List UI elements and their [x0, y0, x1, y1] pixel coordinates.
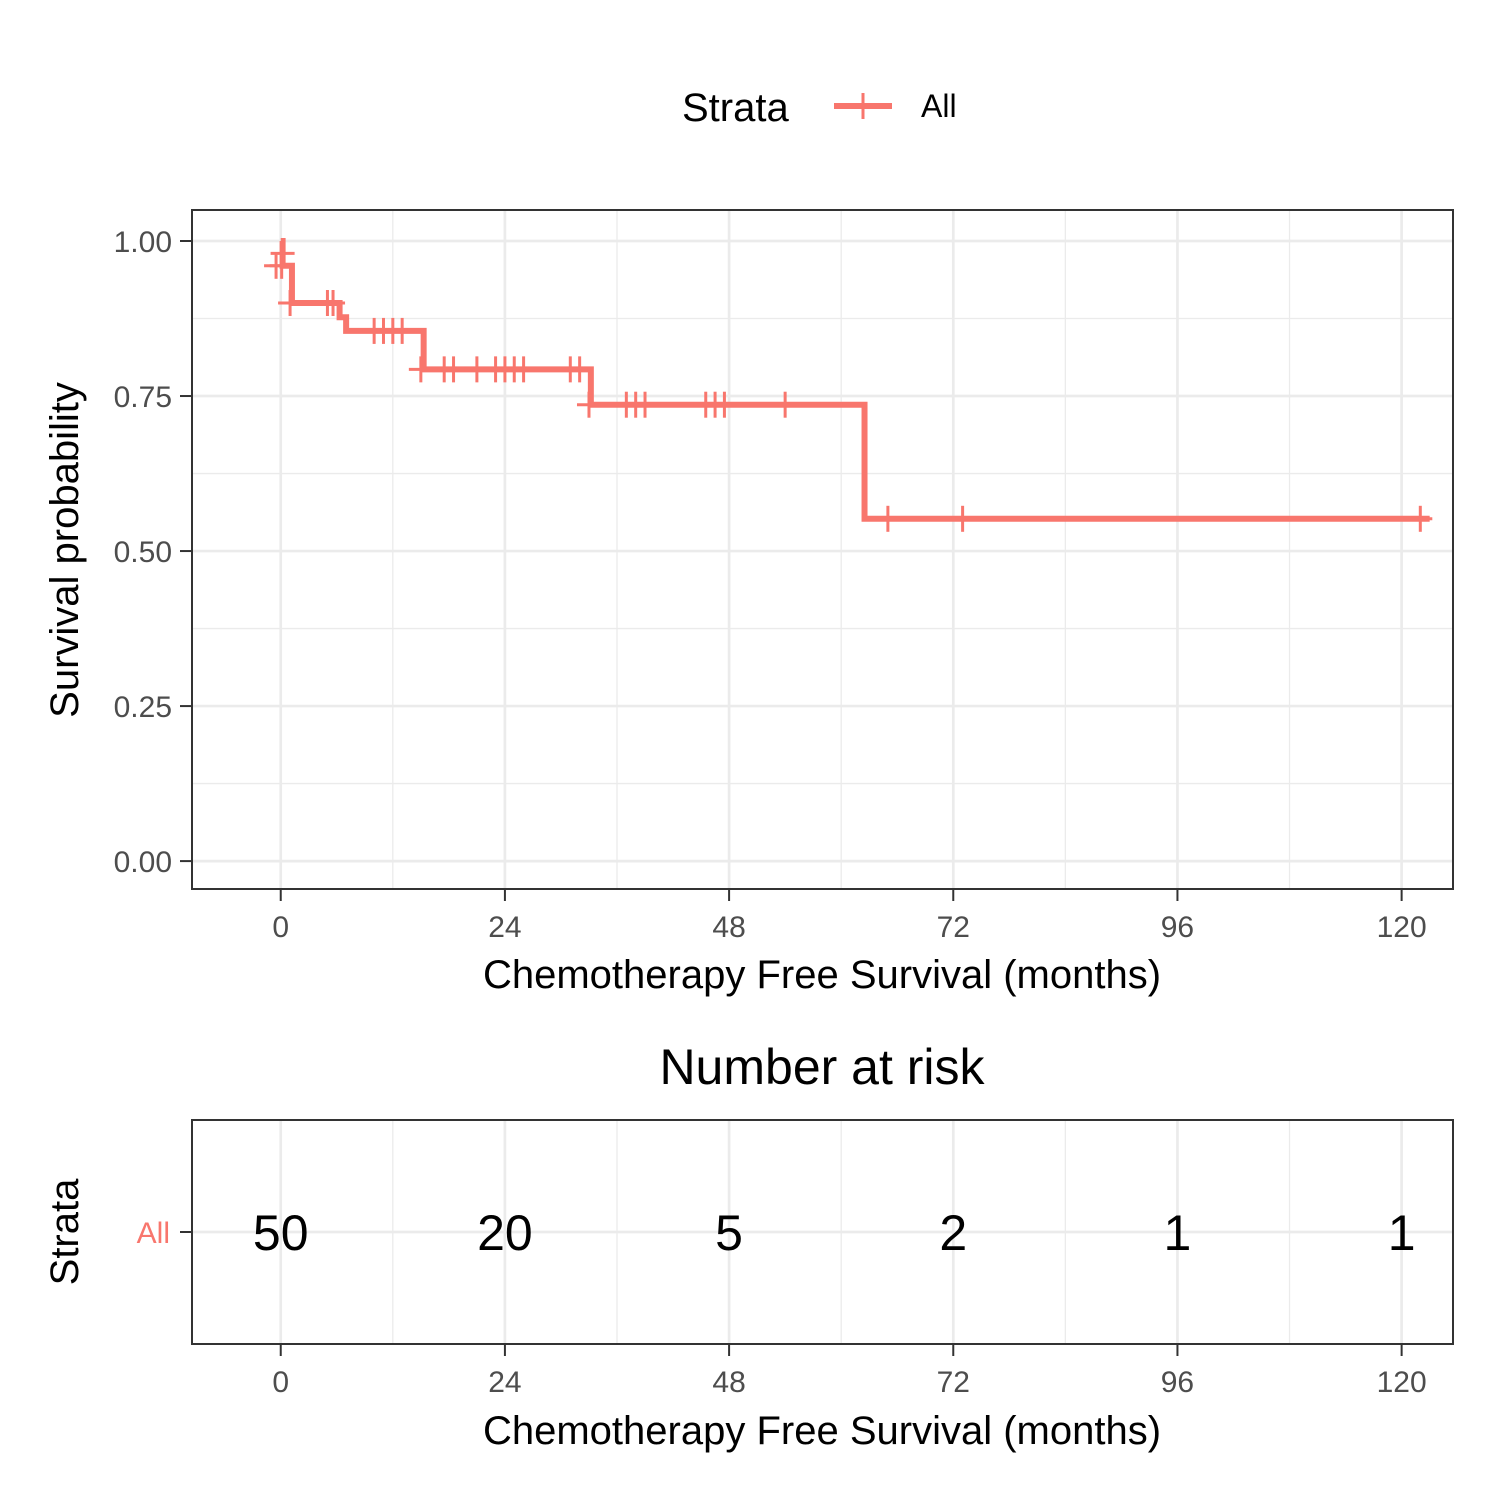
survival-plot: 0.00 0.25 0.50 0.75 1.00 0 24 48 72 96 120 Surviv… — [43, 209, 1454, 997]
risk-row-label-all: All — [137, 1217, 170, 1250]
x-tick-label: 96 — [1161, 911, 1194, 944]
censor-mark — [511, 356, 536, 383]
censor-mark — [278, 290, 303, 317]
risk-count: 1 — [1388, 1205, 1416, 1261]
risk-count: 1 — [1164, 1205, 1192, 1261]
y-tick-label: 0.00 — [114, 846, 172, 879]
censor-mark — [1408, 505, 1433, 532]
main-panel-border — [191, 209, 1454, 890]
censor-mark — [773, 391, 798, 418]
x-tick-label: 72 — [937, 911, 970, 944]
x-axis: 0 24 48 72 96 120 — [272, 889, 1427, 944]
x-axis-title: Chemotherapy Free Survival (months) — [483, 953, 1161, 997]
risk-x-axis: 0 24 48 72 96 120 — [272, 1344, 1427, 1399]
x-tick-label: 0 — [272, 911, 289, 944]
censor-marks — [264, 240, 1433, 532]
legend-key-all — [834, 93, 892, 119]
risk-count: 2 — [939, 1205, 967, 1261]
y-tick-label: 0.25 — [114, 691, 172, 724]
censor-mark — [567, 356, 592, 383]
risk-x-tick-label: 72 — [937, 1366, 970, 1399]
legend-label-all: All — [921, 88, 957, 124]
risk-values: 50 20 5 2 1 1 — [253, 1205, 1416, 1261]
risk-y-axis-title: Strata — [43, 1178, 87, 1285]
risk-count: 5 — [715, 1205, 743, 1261]
censor-mark — [321, 290, 346, 317]
censor-mark — [576, 391, 601, 418]
censor-mark — [633, 391, 658, 418]
censor-mark — [270, 240, 295, 267]
x-tick-label: 48 — [712, 911, 745, 944]
risk-y-axis: All — [137, 1217, 192, 1250]
censor-mark — [408, 356, 433, 383]
risk-grid — [192, 1120, 1453, 1344]
risk-x-tick-label: 120 — [1377, 1366, 1427, 1399]
risk-count: 20 — [477, 1205, 533, 1261]
legend-title: Strata — [682, 86, 789, 130]
y-axis: 0.00 0.25 0.50 0.75 1.00 — [114, 226, 192, 879]
y-tick-label: 0.50 — [114, 536, 172, 569]
risk-table: Number at risk 50 20 5 2 1 1 All 0 24 48 72 96 120… — [43, 1039, 1454, 1453]
risk-x-tick-label: 48 — [712, 1366, 745, 1399]
risk-x-tick-label: 24 — [488, 1366, 521, 1399]
risk-x-tick-label: 96 — [1161, 1366, 1194, 1399]
censor-mark — [950, 505, 975, 532]
censor-mark — [712, 391, 737, 418]
y-tick-label: 1.00 — [114, 226, 172, 259]
y-axis-title: Survival probability — [43, 382, 87, 718]
risk-x-tick-label: 0 — [272, 1366, 289, 1399]
censor-mark — [875, 505, 900, 532]
x-tick-label: 24 — [488, 911, 521, 944]
x-tick-label: 120 — [1377, 911, 1427, 944]
y-tick-label: 0.75 — [114, 381, 172, 414]
censor-mark — [390, 317, 415, 344]
risk-table-title: Number at risk — [659, 1039, 985, 1095]
risk-x-axis-title: Chemotherapy Free Survival (months) — [483, 1409, 1161, 1453]
risk-count: 50 — [253, 1205, 309, 1261]
main-grid — [192, 210, 1453, 889]
censor-mark — [441, 356, 466, 383]
legend: Strata All — [682, 86, 957, 130]
